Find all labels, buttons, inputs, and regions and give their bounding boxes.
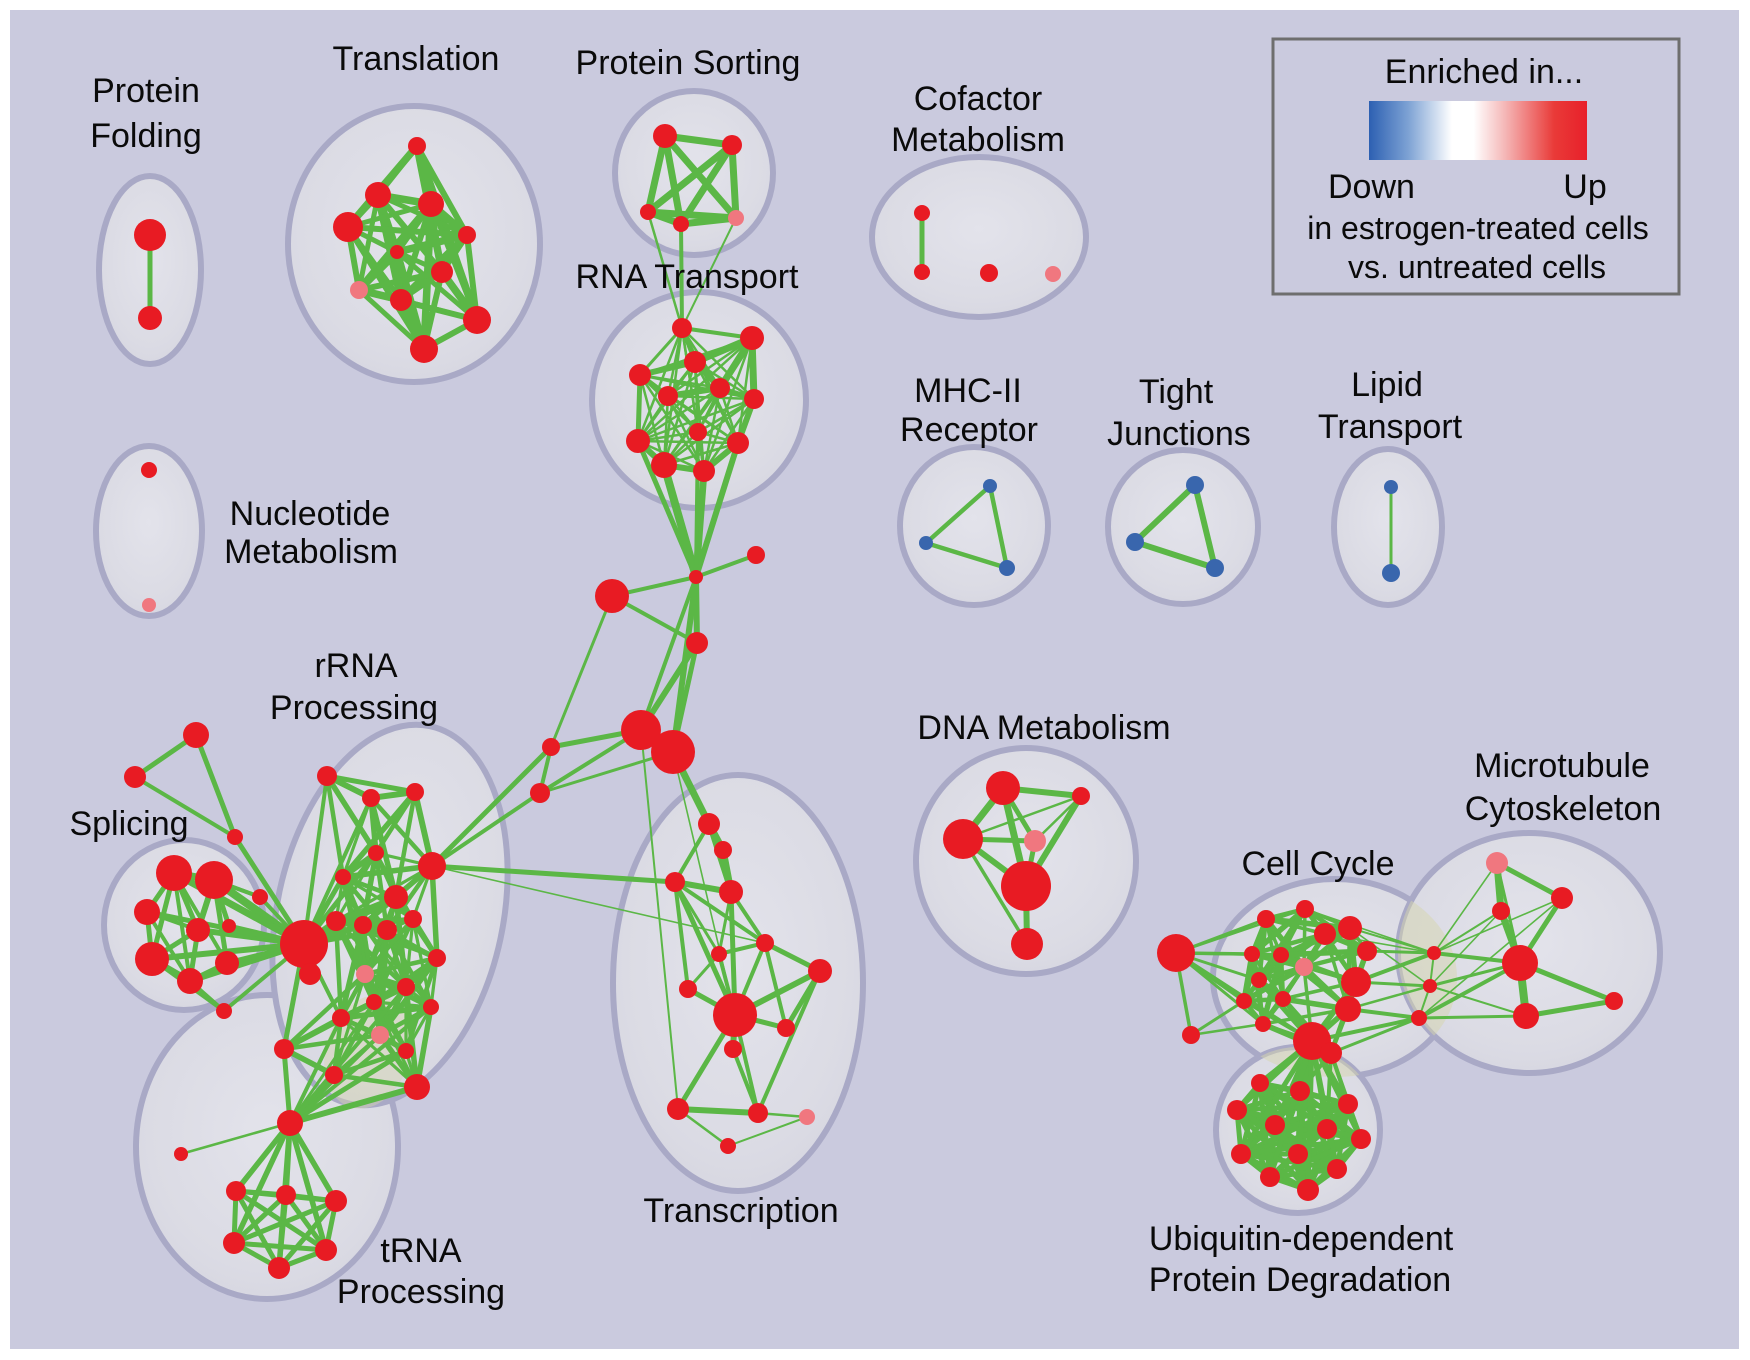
- svg-text:Cell Cycle: Cell Cycle: [1241, 845, 1394, 883]
- svg-text:Tight: Tight: [1139, 373, 1214, 411]
- svg-text:Cofactor: Cofactor: [914, 80, 1043, 118]
- svg-text:Metabolism: Metabolism: [891, 121, 1065, 159]
- svg-text:tRNA: tRNA: [380, 1232, 462, 1270]
- svg-text:Protein: Protein: [92, 72, 200, 110]
- svg-text:in estrogen-treated cells: in estrogen-treated cells: [1307, 210, 1649, 246]
- svg-text:Down: Down: [1328, 168, 1415, 206]
- svg-text:Transport: Transport: [1318, 408, 1463, 446]
- svg-text:rRNA: rRNA: [314, 647, 397, 685]
- svg-text:Splicing: Splicing: [69, 805, 188, 843]
- svg-text:Cytoskeleton: Cytoskeleton: [1465, 790, 1662, 828]
- svg-text:Protein Degradation: Protein Degradation: [1149, 1261, 1451, 1299]
- svg-text:Folding: Folding: [90, 117, 202, 155]
- svg-text:Enriched in...: Enriched in...: [1385, 53, 1583, 91]
- svg-text:Transcription: Transcription: [643, 1192, 838, 1230]
- svg-text:Junctions: Junctions: [1107, 415, 1251, 453]
- svg-text:DNA Metabolism: DNA Metabolism: [917, 709, 1170, 747]
- svg-text:Metabolism: Metabolism: [224, 533, 398, 571]
- svg-text:Processing: Processing: [270, 689, 438, 727]
- svg-text:Lipid: Lipid: [1351, 366, 1423, 404]
- svg-text:vs. untreated cells: vs. untreated cells: [1348, 249, 1606, 285]
- svg-text:MHC-II: MHC-II: [914, 372, 1022, 410]
- svg-text:Microtubule: Microtubule: [1474, 747, 1650, 785]
- svg-text:RNA Transport: RNA Transport: [576, 258, 800, 296]
- svg-text:Processing: Processing: [337, 1273, 505, 1311]
- svg-text:Ubiquitin-dependent: Ubiquitin-dependent: [1149, 1220, 1454, 1258]
- svg-text:Nucleotide: Nucleotide: [230, 495, 391, 533]
- svg-text:Up: Up: [1563, 168, 1606, 206]
- svg-text:Receptor: Receptor: [900, 411, 1038, 449]
- svg-text:Translation: Translation: [333, 40, 500, 78]
- svg-text:Protein Sorting: Protein Sorting: [576, 44, 801, 82]
